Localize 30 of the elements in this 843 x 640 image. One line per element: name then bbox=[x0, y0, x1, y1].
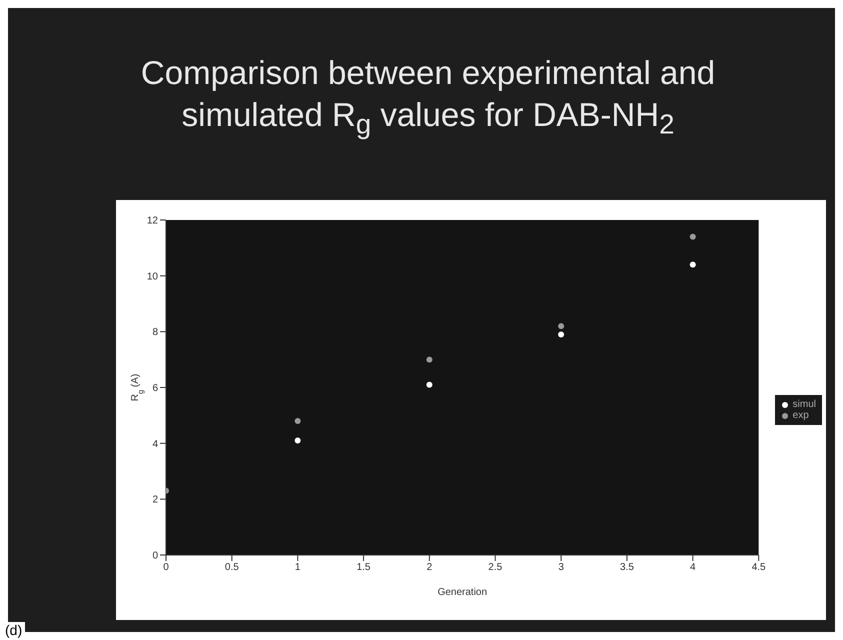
text: (d) bbox=[2, 622, 26, 638]
x-tick-label: 4.5 bbox=[752, 562, 766, 574]
point bbox=[690, 234, 696, 240]
y-tick-label: 4 bbox=[152, 438, 158, 450]
y-tick-label: 0 bbox=[152, 550, 158, 562]
point bbox=[294, 438, 301, 444]
y-tick-label: 2 bbox=[152, 494, 158, 506]
x-tick-label: 1 bbox=[294, 562, 301, 574]
x-axis-title: Generation bbox=[438, 587, 488, 598]
x-tick-label: 4 bbox=[690, 562, 696, 574]
point bbox=[558, 331, 564, 338]
y-tick-label: 6 bbox=[152, 383, 158, 394]
x-tick-label: 2 bbox=[426, 562, 433, 574]
x-tick-label: 1.5 bbox=[356, 562, 371, 574]
legend-label: simul bbox=[792, 399, 816, 410]
point bbox=[426, 356, 432, 363]
point bbox=[426, 382, 432, 388]
legend-label: exp bbox=[792, 410, 809, 421]
x-tick-label: 3.5 bbox=[620, 562, 634, 574]
point bbox=[558, 323, 564, 330]
point bbox=[294, 418, 301, 424]
x-tick-label: 2.5 bbox=[488, 562, 503, 574]
x-tick-label: 0.5 bbox=[224, 562, 240, 574]
chart-title: Comparison between experimental and simulated R$_{g}$ values for DAB-NH$_{2}$ bbox=[140, 53, 716, 142]
y-tick-label: 12 bbox=[146, 216, 158, 227]
y-tick-label: 8 bbox=[152, 327, 158, 338]
x-tick-label: 3 bbox=[558, 562, 564, 574]
x-tick-label: 0 bbox=[163, 562, 170, 574]
y-tick-label: 10 bbox=[146, 271, 158, 282]
point bbox=[690, 262, 696, 268]
